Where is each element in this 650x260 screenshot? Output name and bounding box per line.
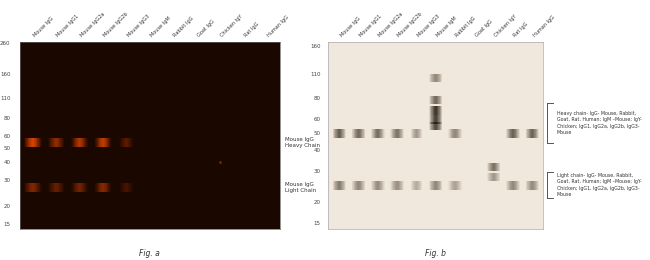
Text: 50: 50 (3, 146, 10, 151)
Text: 30: 30 (314, 169, 320, 174)
Text: 260: 260 (0, 42, 10, 47)
Text: 160: 160 (310, 44, 320, 49)
Text: Mouse IgG: Mouse IgG (32, 16, 55, 38)
Text: Goat IgG: Goat IgG (474, 19, 493, 38)
Text: 50: 50 (314, 131, 320, 136)
Text: Fig. a: Fig. a (139, 249, 160, 258)
Text: Rat IgG: Rat IgG (513, 21, 529, 38)
Text: 20: 20 (3, 204, 10, 209)
Text: Mouse IgG2b: Mouse IgG2b (397, 11, 424, 38)
Text: Mouse IgG3: Mouse IgG3 (416, 14, 441, 38)
Text: 40: 40 (3, 160, 10, 165)
Text: Human IgG: Human IgG (266, 15, 290, 38)
Text: Fig. b: Fig. b (425, 249, 446, 258)
Text: Mouse IgG
Heavy Chain: Mouse IgG Heavy Chain (285, 137, 320, 148)
Text: Mouse IgG1: Mouse IgG1 (358, 14, 383, 38)
Text: 110: 110 (310, 72, 320, 77)
Text: 60: 60 (314, 117, 320, 122)
Text: 80: 80 (3, 116, 10, 121)
Text: Rat IgG: Rat IgG (243, 21, 260, 38)
Text: Mouse IgG3: Mouse IgG3 (126, 14, 150, 38)
Text: 15: 15 (314, 221, 320, 226)
Text: Chicken IgY: Chicken IgY (493, 14, 517, 38)
Text: Light chain- IgG- Mouse, Rabbit,
Goat, Rat, Human; IgM –Mouse; IgY-
Chicken; IgG: Light chain- IgG- Mouse, Rabbit, Goat, R… (556, 173, 642, 197)
Text: Mouse IgM: Mouse IgM (436, 15, 458, 38)
Text: 40: 40 (314, 148, 320, 153)
Text: 20: 20 (314, 200, 320, 205)
Text: Rabbit IgG: Rabbit IgG (455, 16, 477, 38)
Text: 60: 60 (3, 134, 10, 139)
Text: Human IgG: Human IgG (532, 15, 556, 38)
Text: Heavy chain- IgG- Mouse, Rabbit,
Goat, Rat, Human; IgM –Mouse; IgY-
Chicken; IgG: Heavy chain- IgG- Mouse, Rabbit, Goat, R… (556, 110, 642, 135)
Text: Mouse IgG2a: Mouse IgG2a (79, 11, 106, 38)
Text: Mouse IgG2a: Mouse IgG2a (378, 11, 404, 38)
Text: 160: 160 (0, 72, 10, 77)
Text: Mouse IgG
Light Chain: Mouse IgG Light Chain (285, 182, 316, 193)
Text: 110: 110 (0, 96, 10, 101)
Text: Rabbit IgG: Rabbit IgG (173, 16, 195, 38)
Text: 30: 30 (3, 178, 10, 183)
Text: Mouse IgM: Mouse IgM (150, 15, 172, 38)
Text: 15: 15 (3, 222, 10, 227)
Text: Mouse IgG: Mouse IgG (339, 16, 361, 38)
Text: Mouse IgG2b: Mouse IgG2b (103, 11, 129, 38)
Text: Mouse IgG1: Mouse IgG1 (56, 14, 80, 38)
Text: Goat IgG: Goat IgG (196, 19, 215, 38)
Text: Chicken IgY: Chicken IgY (220, 14, 244, 38)
Text: 80: 80 (314, 96, 320, 101)
